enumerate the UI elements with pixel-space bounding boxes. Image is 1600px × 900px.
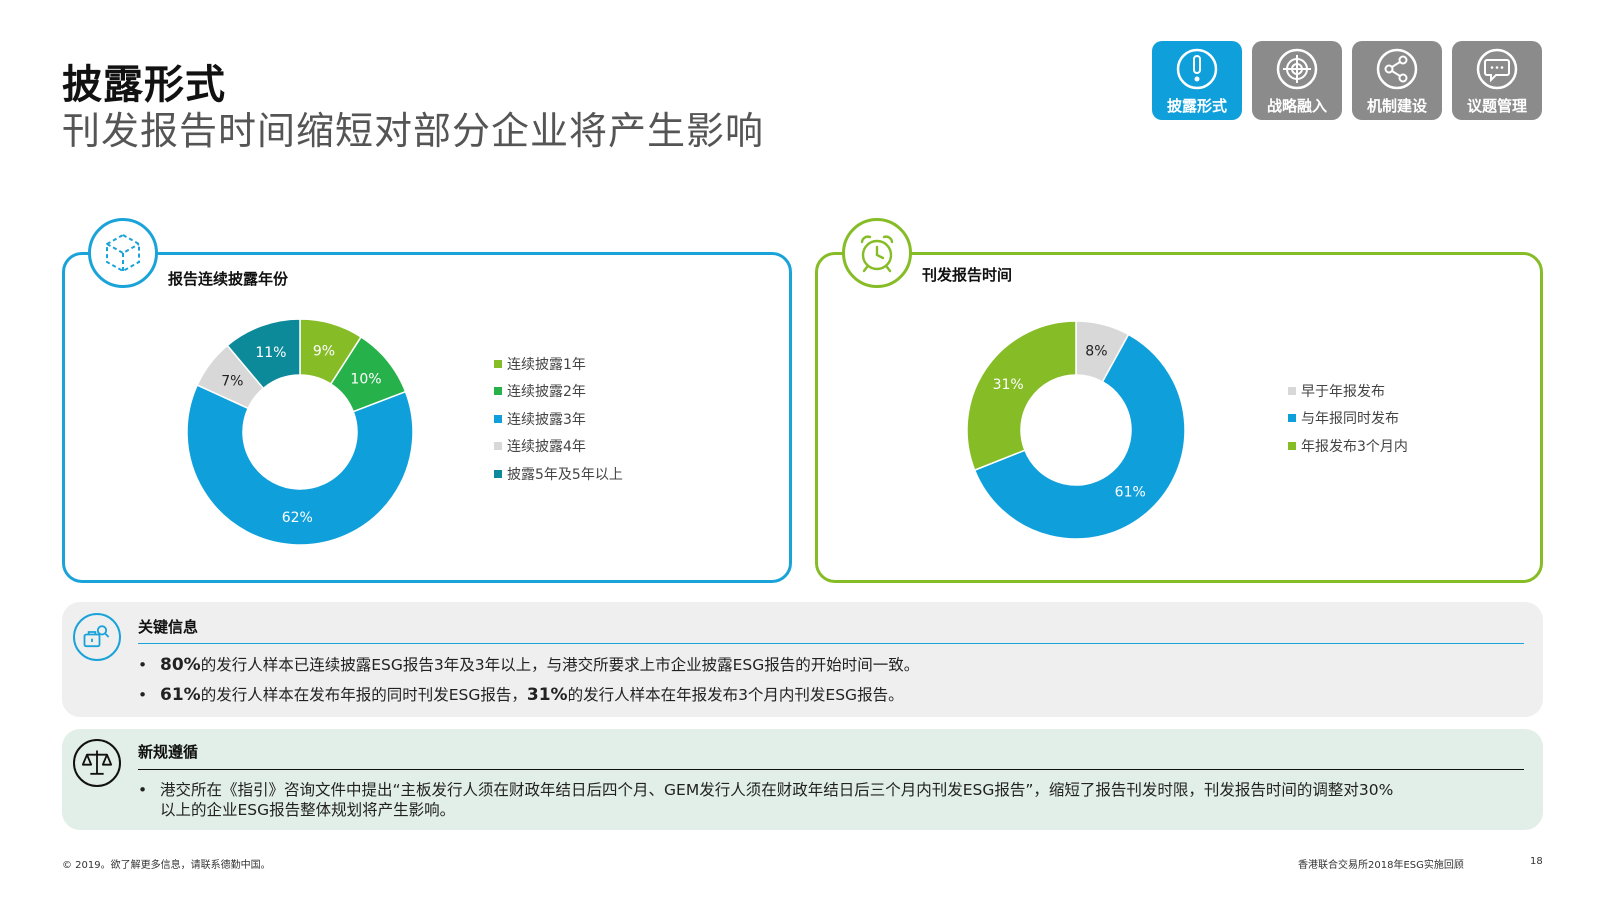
briefcase-search-icon: [83, 625, 110, 648]
target-icon: [1276, 48, 1318, 90]
section-nav: 披露形式 战略融入 机制建设 议题管理: [1152, 41, 1542, 120]
share-icon: [1376, 48, 1418, 90]
slice-label: 61%: [1115, 485, 1146, 501]
key-info-bullet-1: • 80%的发行人样本已连续披露ESG报告3年及3年以上，与港交所要求上市企业披露…: [138, 655, 920, 675]
page-subtitle: 刊发报告时间缩短对部分企业将产生影响: [62, 109, 765, 153]
nav-strategy[interactable]: 战略融入: [1252, 41, 1342, 120]
right-panel-title: 刊发报告时间: [922, 266, 1013, 284]
legend-item: 连续披露4年: [494, 433, 623, 461]
legend-item: 与年报同时发布: [1288, 405, 1408, 433]
key-info-badge: [73, 613, 121, 661]
slice-label: 7%: [221, 374, 243, 390]
years-donut-chart: 9% 10% 62% 7% 11%: [186, 318, 414, 546]
legend-label: 连续披露2年: [507, 384, 586, 401]
new-rules-bullet: • 港交所在《指引》咨询文件中提出“主板发行人须在财政年结日后四个月、GEM发行人…: [138, 781, 1394, 819]
legend-swatch: [494, 359, 502, 368]
new-rules-badge: [73, 739, 121, 787]
legend-swatch: [1288, 441, 1296, 450]
footer-report-name: 香港联合交易所2018年ESG实施回顾: [1298, 860, 1464, 871]
donut-slice: [973, 333, 1186, 540]
slice-label: 9%: [313, 343, 335, 359]
nav-label: 议题管理: [1466, 97, 1527, 115]
slice-label: 31%: [993, 377, 1024, 393]
key-info-divider: [138, 643, 1524, 644]
donut-slice: [186, 384, 414, 546]
legend-label: 早于年报发布: [1301, 383, 1385, 400]
legend-label: 连续披露1年: [507, 356, 586, 373]
slice-label: 10%: [350, 371, 381, 387]
legend-label: 连续披露4年: [507, 439, 586, 456]
nav-mechanism[interactable]: 机制建设: [1352, 41, 1442, 120]
publish-time-legend: 早于年报发布 与年报同时发布 年报发布3个月内: [1288, 377, 1408, 460]
legend-label: 披露5年及5年以上: [507, 466, 623, 483]
slice-label: 11%: [255, 345, 286, 361]
donut-slice: [226, 318, 301, 390]
cube-icon: [106, 233, 140, 273]
page-number: 18: [1530, 856, 1543, 867]
legend-label: 与年报同时发布: [1301, 411, 1399, 428]
legend-swatch: [494, 387, 502, 396]
nav-issue-management[interactable]: 议题管理: [1452, 41, 1542, 120]
exclamation-icon: [1176, 48, 1218, 90]
clock-badge: [842, 218, 912, 288]
nav-disclosure-form[interactable]: 披露形式: [1152, 41, 1242, 120]
legend-swatch: [1288, 386, 1296, 395]
legend-swatch: [494, 469, 502, 478]
new-rules-divider: [138, 769, 1524, 770]
years-legend: 连续披露1年 连续披露2年 连续披露3年 连续披露4年披露5年及5年以上: [494, 350, 623, 488]
key-info-title: 关键信息: [138, 618, 199, 636]
slice-label: 62%: [282, 510, 313, 526]
legend-item: 连续披露2年: [494, 378, 623, 406]
publish-time-donut-chart: 8% 61% 31%: [966, 320, 1186, 540]
chat-icon: [1476, 48, 1518, 90]
nav-label: 机制建设: [1366, 97, 1427, 115]
legend-swatch: [1288, 414, 1296, 423]
new-rules-title: 新规遵循: [138, 743, 199, 761]
alarm-clock-icon: [860, 235, 894, 273]
legend-item: 早于年报发布: [1288, 377, 1408, 405]
key-info-bullet-2: • 61%的发行人样本在发布年报的同时刊发ESG报告，31%的发行人样本在年报发布…: [138, 685, 904, 705]
slice-label: 8%: [1085, 344, 1107, 360]
new-rules-box: 新规遵循 • 港交所在《指引》咨询文件中提出“主板发行人须在财政年结日后四个月、G…: [62, 729, 1543, 830]
nav-label: 战略融入: [1266, 97, 1327, 115]
legend-label: 连续披露3年: [507, 411, 586, 428]
legend-item: 披露5年及5年以上: [494, 460, 623, 488]
legend-item: 连续披露1年: [494, 350, 623, 378]
legend-swatch: [494, 414, 502, 423]
legend-item: 年报发布3个月内: [1288, 432, 1408, 460]
donut-slice: [966, 320, 1077, 472]
years-disclosure-panel: [62, 252, 792, 583]
page-title: 披露形式: [62, 62, 226, 108]
footer-copyright: © 2019。欲了解更多信息，请联系德勤中国。: [62, 860, 271, 871]
legend-item: 连续披露3年: [494, 405, 623, 433]
key-info-box: 关键信息 • 80%的发行人样本已连续披露ESG报告3年及3年以上，与港交所要求上…: [62, 602, 1543, 717]
cube-badge: [88, 218, 158, 288]
scales-icon: [81, 750, 113, 775]
legend-swatch: [494, 442, 502, 451]
left-panel-title: 报告连续披露年份: [168, 270, 289, 288]
nav-label: 披露形式: [1166, 97, 1227, 115]
legend-label: 年报发布3个月内: [1301, 438, 1408, 455]
